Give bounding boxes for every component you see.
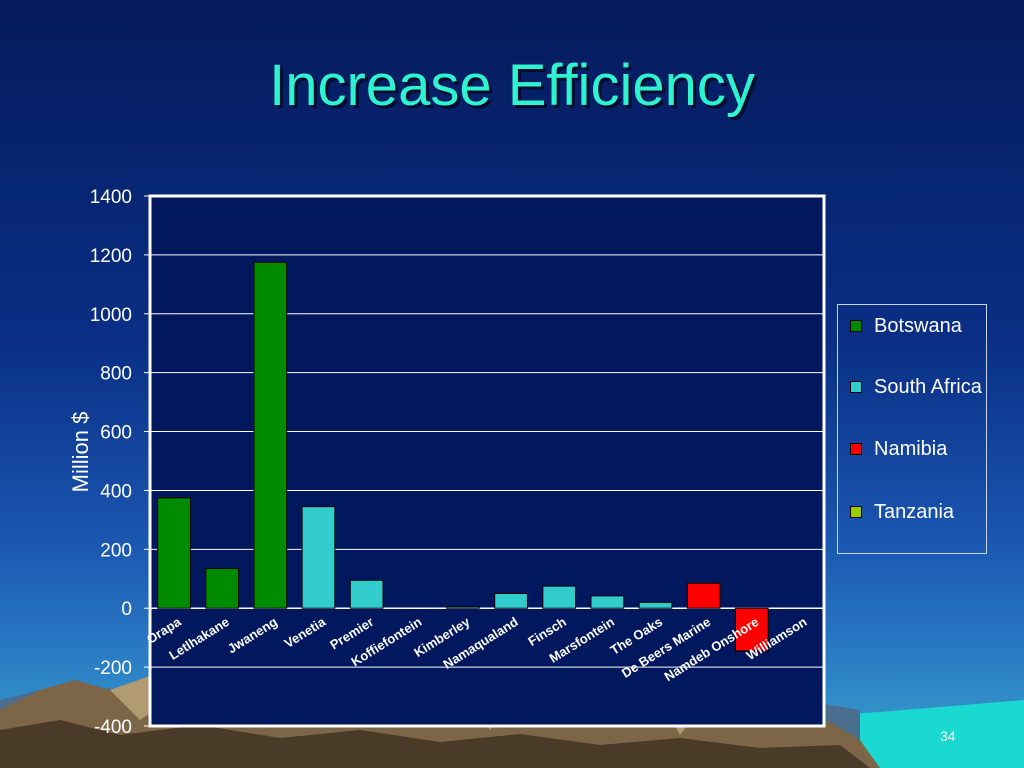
bar-letlhakane <box>205 567 240 609</box>
bar-premier <box>349 579 384 609</box>
y-tick-label: 1000 <box>90 305 132 326</box>
legend-label-botswana: Botswana <box>874 315 962 337</box>
legend-label-namibia: Namibia <box>874 438 948 460</box>
bar-de-beers-marine <box>686 582 721 609</box>
chart-legend: Botswana South Africa Namibia Tanzania <box>837 304 987 554</box>
y-axis-ticks: -400 -200 0 200 400 600 800 1000 1200 1400 <box>90 187 132 738</box>
bar-orapa <box>157 497 191 609</box>
slide-title: Increase Efficiency <box>269 53 755 118</box>
y-axis-label: Million $ <box>68 412 93 493</box>
legend-swatch-south-africa <box>850 381 862 393</box>
bar-jwaneng <box>253 261 288 609</box>
bar-venetia <box>301 506 336 609</box>
legend-swatch-tanzania <box>850 506 862 518</box>
bar-namdeb-onshore <box>734 607 769 652</box>
y-tick-label: -200 <box>94 658 132 679</box>
bars <box>157 261 769 652</box>
bar-finsch <box>542 585 577 609</box>
y-tick-label: 600 <box>100 423 132 444</box>
bar-namaqualand <box>494 593 528 609</box>
legend-label-south-africa: South Africa <box>874 376 982 398</box>
legend-swatch-namibia <box>850 443 862 455</box>
legend-label-tanzania: Tanzania <box>874 501 955 523</box>
y-tick-label: 200 <box>100 540 132 561</box>
page-number: 34 <box>940 728 956 744</box>
y-tick-label: 1200 <box>90 246 132 267</box>
legend-swatch-botswana <box>850 320 862 332</box>
bar-marsfontein <box>590 595 625 609</box>
y-tick-label: -400 <box>94 717 132 738</box>
bar-kimberley <box>446 606 480 609</box>
mountain-shadows <box>0 720 870 768</box>
y-tick-label: 800 <box>100 364 132 385</box>
y-tick-label: 1400 <box>90 187 132 208</box>
bar-the-oaks <box>638 601 673 609</box>
y-tick-label: 400 <box>100 481 132 502</box>
y-tick-label: 0 <box>121 599 132 620</box>
